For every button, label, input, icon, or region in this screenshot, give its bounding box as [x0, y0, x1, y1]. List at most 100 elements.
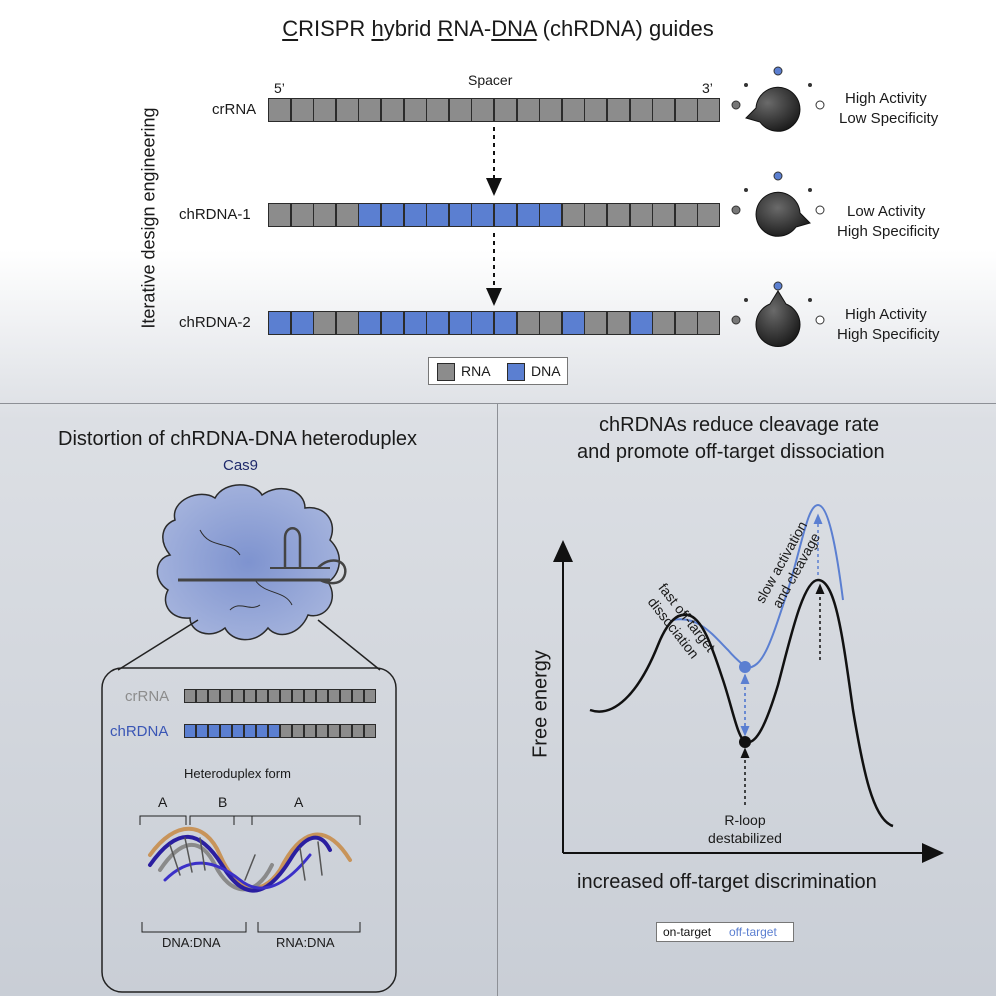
- panel-right-title-2: and promote off-target dissociation: [577, 441, 885, 463]
- row-label-crrna: crRNA: [212, 101, 257, 118]
- rna-nucleotide: [516, 98, 540, 122]
- rna-nucleotide: [697, 98, 721, 122]
- mini-rna-nucleotide: [316, 689, 328, 703]
- mini-strand-crrna: [184, 689, 376, 703]
- mini-rna-nucleotide: [352, 689, 364, 703]
- on-target-state-dot: [739, 736, 751, 748]
- mini-rna-nucleotide: [280, 724, 292, 738]
- mini-dna-nucleotide: [196, 724, 208, 738]
- knob-icon-2: [731, 171, 825, 237]
- mini-rna-nucleotide: [292, 724, 304, 738]
- rna-nucleotide: [313, 311, 337, 335]
- on-target-curve: [589, 578, 894, 828]
- mini-rna-nucleotide: [316, 724, 328, 738]
- heteroduplex-title: Heteroduplex form: [184, 766, 291, 781]
- rna-nucleotide: [539, 98, 563, 122]
- dna-nucleotide: [448, 203, 472, 227]
- rna-nucleotide: [652, 203, 676, 227]
- annot-rloop-line2: destabilized: [708, 830, 782, 846]
- mini-dna-nucleotide: [268, 724, 280, 738]
- title-part: h: [371, 16, 384, 41]
- rna-nucleotide: [674, 311, 698, 335]
- specificity-crrna: Low Specificity: [839, 110, 939, 127]
- mini-rna-nucleotide: [304, 724, 316, 738]
- rna-nucleotide: [561, 203, 585, 227]
- rna-nucleotide: [268, 98, 292, 122]
- mini-rna-nucleotide: [340, 724, 352, 738]
- rna-nucleotide: [313, 203, 337, 227]
- mini-rna-nucleotide: [208, 689, 220, 703]
- title-part: (chRDNA) guides: [536, 16, 714, 41]
- mini-dna-nucleotide: [232, 724, 244, 738]
- title-part: NA-: [453, 16, 492, 41]
- dna-nucleotide: [516, 203, 540, 227]
- x-axis-label: increased off-target discrimination: [577, 871, 877, 893]
- mini-rna-nucleotide: [304, 689, 316, 703]
- vertical-divider: [497, 404, 498, 996]
- rna-nucleotide: [584, 311, 608, 335]
- mini-rna-nucleotide: [268, 689, 280, 703]
- dna-nucleotide: [381, 311, 405, 335]
- rna-nucleotide: [652, 311, 676, 335]
- activity-crrna: High Activity: [845, 90, 927, 107]
- dna-nucleotide: [539, 203, 563, 227]
- mini-dna-nucleotide: [184, 724, 196, 738]
- y-axis-label: Free energy: [529, 650, 552, 758]
- legend-rna-swatch: [437, 363, 455, 381]
- title-part: C: [282, 16, 299, 41]
- annot-rloop-line1: R-loop: [724, 812, 766, 828]
- rna-nucleotide: [335, 98, 359, 122]
- dna-dna-label: DNA:DNA: [162, 935, 221, 950]
- rna-nucleotide: [674, 98, 698, 122]
- rna-nucleotide: [607, 311, 631, 335]
- figure-title: CRISPR hybrid RNA-DNA (chRDNA) guides: [0, 16, 996, 42]
- title-part: ybrid: [383, 16, 438, 41]
- rna-nucleotide: [358, 98, 382, 122]
- mini-rna-nucleotide: [364, 689, 376, 703]
- dna-nucleotide: [448, 311, 472, 335]
- mini-rna-nucleotide: [196, 689, 208, 703]
- mini-chrdna-label: chRDNA: [110, 723, 169, 740]
- dna-nucleotide: [629, 311, 653, 335]
- dna-nucleotide: [358, 311, 382, 335]
- mini-rna-nucleotide: [292, 689, 304, 703]
- rna-nucleotide: [584, 98, 608, 122]
- spacer-label: Spacer: [468, 72, 513, 88]
- dna-nucleotide: [426, 203, 450, 227]
- rna-dna-label: RNA:DNA: [276, 935, 335, 950]
- panel-left-title: Distortion of chRDNA-DNA heteroduplex: [58, 428, 418, 450]
- strand-crrna: [268, 98, 721, 122]
- region-b: B: [218, 794, 228, 810]
- strand-chrdna-1: [268, 203, 721, 227]
- mini-rna-nucleotide: [184, 689, 196, 703]
- mini-rna-nucleotide: [352, 724, 364, 738]
- horizontal-divider: [0, 403, 996, 404]
- dna-nucleotide: [403, 311, 427, 335]
- annot-rloop: R-loop destabilized: [700, 811, 790, 847]
- rna-nucleotide: [674, 203, 698, 227]
- mini-strand-chrdna: [184, 724, 376, 738]
- rna-nucleotide: [494, 98, 518, 122]
- rna-nucleotide: [335, 311, 359, 335]
- legend-dna-label: DNA: [531, 363, 561, 379]
- rna-nucleotide: [471, 98, 495, 122]
- specificity-chrdna-2: High Specificity: [837, 326, 940, 343]
- energy-landscape: [553, 503, 944, 863]
- mini-dna-nucleotide: [220, 724, 232, 738]
- dna-nucleotide: [561, 311, 585, 335]
- mini-rna-nucleotide: [328, 724, 340, 738]
- cas9-protein-shape: [156, 484, 340, 641]
- cas9-illustration: [101, 484, 397, 993]
- dna-nucleotide: [426, 311, 450, 335]
- activity-chrdna-1: Low Activity: [847, 203, 926, 220]
- rna-nucleotide: [335, 203, 359, 227]
- activity-chrdna-2: High Activity: [845, 306, 927, 323]
- rna-nucleotide: [607, 203, 631, 227]
- rna-nucleotide: [381, 98, 405, 122]
- mini-rna-nucleotide: [244, 689, 256, 703]
- mini-rna-nucleotide: [328, 689, 340, 703]
- rna-nucleotide: [561, 98, 585, 122]
- row-label-chrdna-1: chRDNA-1: [179, 206, 251, 223]
- off-target-state-dot: [739, 661, 751, 673]
